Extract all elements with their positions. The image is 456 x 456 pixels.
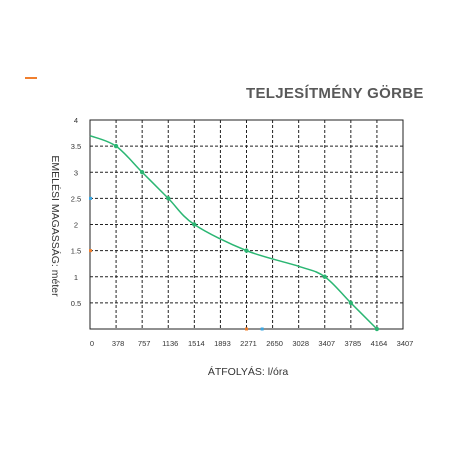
data-point: [139, 170, 145, 175]
x-tick-label: 3028: [292, 339, 309, 348]
x-tick-label: 3407: [318, 339, 335, 348]
accent-dash: [25, 77, 37, 79]
y-tick-label: 2.5: [71, 194, 81, 203]
axis-marker-blue: [260, 327, 264, 331]
data-point: [166, 196, 171, 201]
series-line: [89, 134, 378, 330]
x-tick-label: 4164: [371, 339, 388, 348]
data-point: [348, 300, 354, 306]
y-tick-label: 3.5: [71, 142, 81, 151]
x-axis-label: ÁTFOLYÁS: l/óra: [207, 366, 289, 378]
x-tick-label: 757: [138, 339, 151, 348]
y-tick-label: 4: [74, 116, 78, 125]
y-tick-label: 3: [74, 168, 78, 177]
x-tick-label: 0: [90, 339, 94, 348]
data-point: [244, 248, 249, 253]
x-tick-label: 2271: [240, 339, 257, 348]
x-tick-label: 3407: [397, 339, 414, 348]
data-point: [322, 274, 327, 279]
y-tick-label: 2: [74, 221, 78, 230]
y-tick-label: 1: [74, 273, 78, 282]
x-tick-label: 2650: [266, 339, 283, 348]
axis-marker-blue: [89, 196, 92, 200]
axis-marker-orange: [245, 327, 248, 331]
x-tick-label: 1893: [214, 339, 231, 348]
chart-title: TELJESÍTMÉNY GÖRBE: [246, 85, 424, 102]
data-point: [374, 326, 380, 332]
x-tick-label: 1514: [188, 339, 205, 348]
x-tick-label: 378: [112, 339, 125, 348]
data-point: [113, 143, 119, 149]
y-tick-label: 1.5: [71, 247, 81, 256]
x-tick-label: 1136: [162, 339, 178, 348]
x-tick-label: 3785: [344, 339, 361, 348]
y-tick-label: 0.5: [71, 299, 81, 308]
axis-marker-orange: [89, 249, 92, 253]
data-point: [192, 222, 197, 227]
